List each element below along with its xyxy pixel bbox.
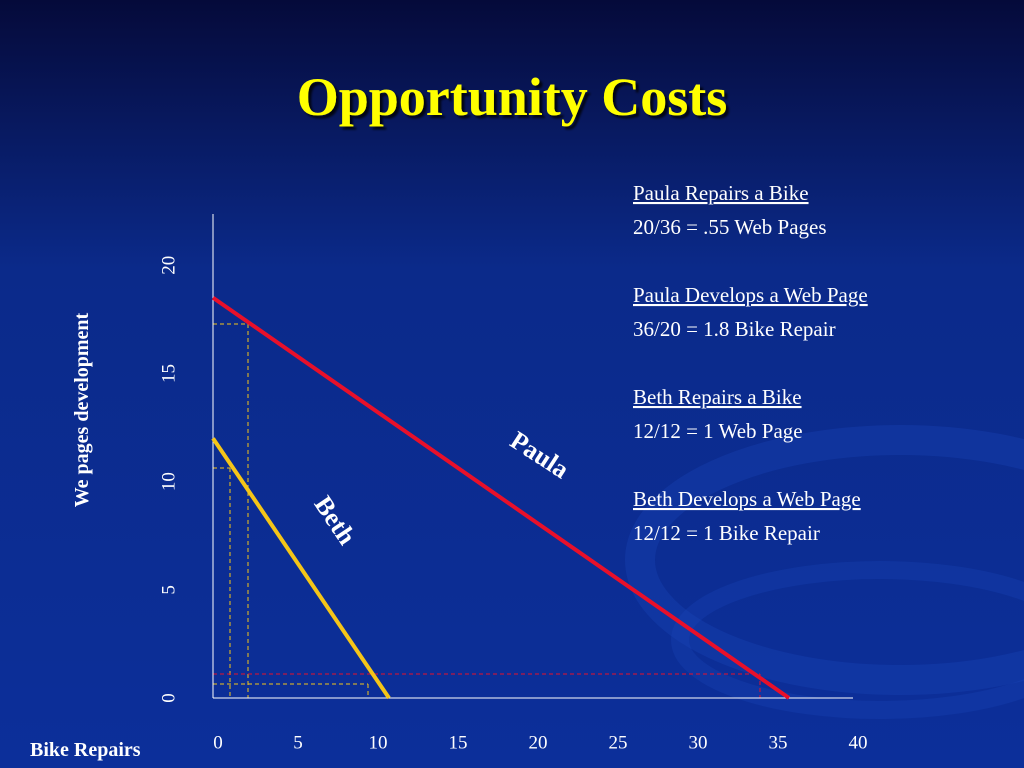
series-line bbox=[211, 437, 391, 700]
annotation-text: 20/36 = .55 Web Pages bbox=[633, 215, 827, 239]
y-tick-label: 10 bbox=[158, 472, 179, 491]
series-line bbox=[211, 296, 791, 700]
y-tick-label: 15 bbox=[158, 364, 179, 383]
x-tick-label: 40 bbox=[849, 732, 868, 753]
x-tick-label: 5 bbox=[293, 732, 303, 753]
x-tick-label: 10 bbox=[369, 732, 388, 753]
annotation-heading: Beth Repairs a Bike bbox=[633, 385, 802, 409]
decoration-swirl bbox=[671, 561, 1024, 719]
annotation-heading: Paula Repairs a Bike bbox=[633, 181, 809, 205]
slide-title: Opportunity Costs bbox=[297, 67, 728, 127]
x-tick-label: 15 bbox=[449, 732, 468, 753]
x-tick-label: 0 bbox=[213, 732, 223, 753]
y-tick-label: 0 bbox=[158, 693, 179, 703]
x-tick-label: 35 bbox=[769, 732, 788, 753]
annotation-text: 12/12 = 1 Bike Repair bbox=[633, 521, 820, 545]
x-tick-label: 25 bbox=[609, 732, 628, 753]
annotation-heading: Beth Develops a Web Page bbox=[633, 487, 861, 511]
annotation-text: 12/12 = 1 Web Page bbox=[633, 419, 803, 443]
y-tick-label: 20 bbox=[158, 256, 179, 275]
x-tick-label: 30 bbox=[689, 732, 708, 753]
x-tick-label: 20 bbox=[529, 732, 548, 753]
annotation-heading: Paula Develops a Web Page bbox=[633, 283, 868, 307]
x-axis-label: Bike Repairs bbox=[30, 739, 141, 761]
guide-lines bbox=[213, 323, 761, 698]
y-axis-label: We pages development bbox=[71, 312, 93, 507]
y-tick-label: 5 bbox=[158, 585, 179, 595]
annotation-text: 36/20 = 1.8 Bike Repair bbox=[633, 317, 836, 341]
decoration-swirl bbox=[625, 425, 1024, 695]
